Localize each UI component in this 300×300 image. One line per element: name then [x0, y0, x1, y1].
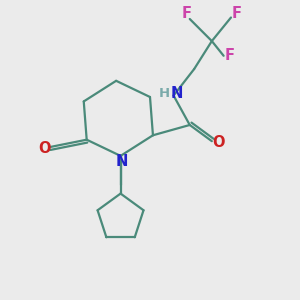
- Text: H: H: [159, 87, 170, 100]
- Text: N: N: [171, 86, 183, 101]
- Text: F: F: [182, 6, 192, 21]
- Text: O: O: [212, 135, 225, 150]
- Text: F: F: [231, 7, 241, 22]
- Text: O: O: [38, 141, 50, 156]
- Text: F: F: [225, 48, 235, 63]
- Text: N: N: [116, 154, 128, 169]
